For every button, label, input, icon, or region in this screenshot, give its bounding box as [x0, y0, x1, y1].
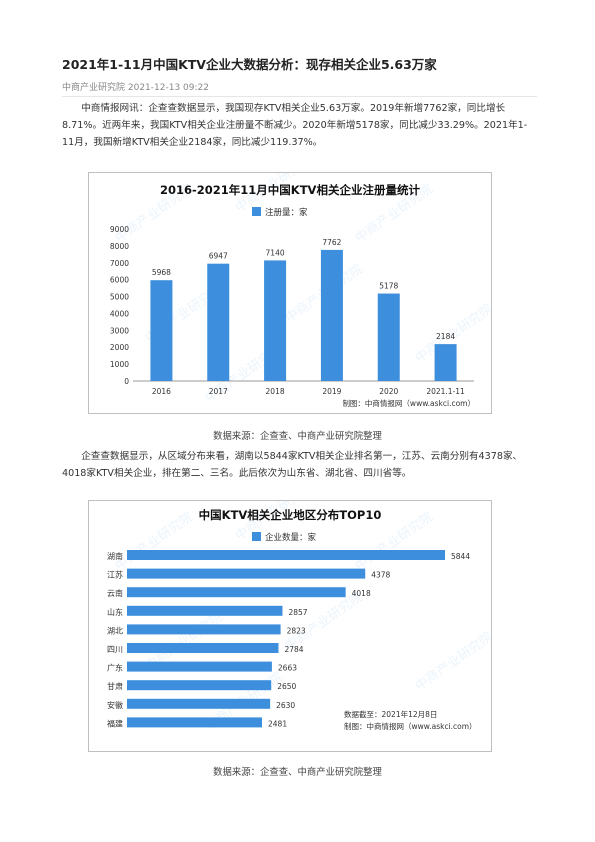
bar: [377, 293, 400, 381]
legend-label: 企业数量：家: [265, 532, 317, 543]
y-tick-label: 8000: [110, 242, 129, 251]
data-label: 5844: [451, 552, 470, 561]
category-label: 四川: [107, 645, 123, 654]
legend-swatch: [252, 207, 261, 216]
data-label: 6947: [209, 252, 228, 261]
data-label: 2823: [287, 626, 306, 635]
data-label: 2184: [436, 332, 455, 341]
data-cutoff-note: 数据截至：2021年12月8日: [344, 709, 437, 719]
chart-title: 中国KTV相关企业地区分布TOP10: [199, 508, 382, 522]
bar: [127, 605, 283, 616]
category-label: 云南: [107, 588, 123, 598]
data-label: 2784: [284, 645, 303, 654]
data-label: 7140: [266, 248, 285, 257]
region-paragraph: 企查查数据显示，从区域分布来看，湖南以5844家KTV相关企业排名第一，江苏、云…: [62, 451, 523, 479]
bar: [264, 260, 287, 381]
bar: [127, 587, 346, 598]
chart2-caption: 数据来源：企查查、中商产业研究院整理: [213, 767, 382, 778]
y-tick-label: 3000: [110, 326, 129, 335]
legend-swatch: [252, 532, 261, 541]
bar: [127, 717, 263, 728]
x-tick-label: 2019: [322, 387, 341, 396]
bar: [127, 624, 281, 635]
y-tick-label: 4000: [110, 309, 129, 318]
data-label: 4018: [352, 589, 371, 598]
chart-title: 2016-2021年11月中国KTV相关企业注册量统计: [160, 183, 420, 197]
y-tick-label: 1000: [110, 360, 129, 369]
bar: [207, 263, 230, 381]
chart-credit: 制图：中商情报网（www.askci.com）: [344, 721, 477, 731]
data-label: 7762: [322, 238, 341, 247]
data-label: 5178: [379, 282, 398, 291]
category-label: 安徽: [107, 700, 123, 710]
article-meta: 中商产业研究院 2021-12-13 09:22: [62, 83, 209, 93]
data-label: 2481: [268, 719, 287, 728]
category-label: 湖北: [107, 626, 123, 635]
watermark: 中商产业研究院: [413, 630, 491, 694]
article-title: 2021年1-11月中国KTV企业大数据分析：现存相关企业5.63万家: [62, 57, 437, 72]
x-tick-label: 2020: [379, 387, 398, 396]
watermark: 中商产业研究院: [113, 510, 196, 574]
y-tick-label: 5000: [110, 293, 129, 302]
category-label: 山东: [107, 607, 123, 617]
x-tick-label: 2016: [152, 387, 171, 396]
bar: [127, 550, 445, 560]
x-tick-label: 2017: [209, 387, 228, 396]
chart-credit: 制图：中商情报网（www.askci.com）: [342, 398, 475, 408]
bar: [127, 643, 279, 653]
bar: [127, 680, 272, 691]
bar: [127, 568, 366, 579]
legend-label: 注册量：家: [265, 207, 308, 218]
y-tick-label: 9000: [110, 225, 129, 234]
category-label: 甘肃: [107, 681, 123, 691]
bar: [320, 249, 343, 381]
category-label: 江苏: [107, 570, 123, 580]
bar: [150, 280, 173, 381]
data-label: 2630: [276, 701, 295, 710]
y-tick-label: 2000: [110, 343, 129, 352]
registration-chart: 中商产业研究院 中商产业研究院 中商产业研究院 中商产业研究院 中商产业研究院 中商产业研…: [88, 152, 496, 414]
region-chart: 中商产业研究院 中商产业研究院 中商产业研究院 中商产业研究院 中商产业研究院 中商产业研…: [88, 480, 496, 752]
data-label: 4378: [371, 571, 390, 580]
bar: [434, 344, 457, 381]
y-tick-label: 0: [124, 377, 129, 386]
x-tick-label: 2018: [266, 387, 285, 396]
chart1-caption: 数据来源：企查查、中商产业研究院整理: [213, 431, 382, 442]
data-label: 5968: [152, 268, 171, 277]
category-label: 湖南: [107, 551, 123, 561]
data-label: 2650: [277, 682, 296, 691]
y-tick-label: 6000: [110, 276, 129, 285]
intro-paragraph: 中商情报网讯：企查查数据显示，我国现存KTV相关企业5.63万家。2019年新增…: [62, 103, 528, 148]
data-label: 2663: [278, 664, 297, 673]
category-label: 福建: [107, 718, 123, 728]
y-tick-label: 7000: [110, 259, 129, 268]
category-label: 广东: [107, 663, 123, 673]
divider: [62, 96, 537, 97]
bar: [127, 698, 271, 709]
data-label: 2857: [288, 608, 307, 617]
x-tick-label: 2021.1-11: [426, 387, 465, 396]
bar: [127, 661, 272, 672]
